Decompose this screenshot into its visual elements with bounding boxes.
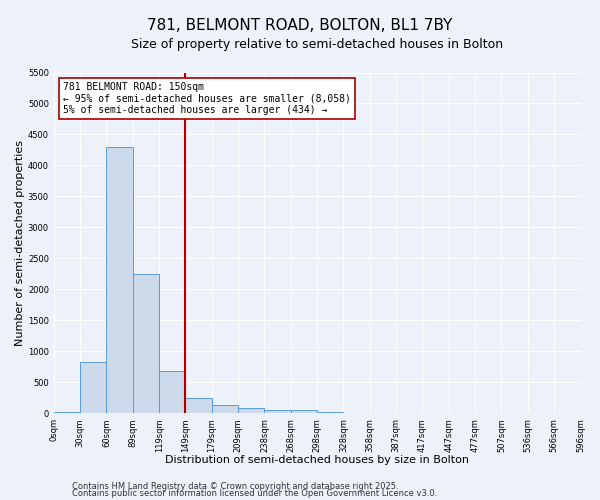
Bar	[317, 412, 343, 414]
X-axis label: Distribution of semi-detached houses by size in Bolton: Distribution of semi-detached houses by …	[165, 455, 469, 465]
Bar	[291, 410, 317, 414]
Title: Size of property relative to semi-detached houses in Bolton: Size of property relative to semi-detach…	[131, 38, 503, 51]
Bar	[185, 398, 212, 413]
Bar	[238, 408, 265, 414]
Text: 781 BELMONT ROAD: 150sqm
← 95% of semi-detached houses are smaller (8,058)
5% of: 781 BELMONT ROAD: 150sqm ← 95% of semi-d…	[63, 82, 351, 115]
Text: Contains HM Land Registry data © Crown copyright and database right 2025.: Contains HM Land Registry data © Crown c…	[72, 482, 398, 491]
Bar	[159, 371, 185, 414]
Bar	[106, 147, 133, 413]
Text: Contains public sector information licensed under the Open Government Licence v3: Contains public sector information licen…	[72, 489, 437, 498]
Bar	[212, 406, 238, 413]
Bar	[80, 362, 106, 414]
Text: 781, BELMONT ROAD, BOLTON, BL1 7BY: 781, BELMONT ROAD, BOLTON, BL1 7BY	[148, 18, 452, 32]
Bar	[54, 412, 80, 414]
Bar	[265, 410, 291, 414]
Y-axis label: Number of semi-detached properties: Number of semi-detached properties	[15, 140, 25, 346]
Bar	[133, 274, 159, 413]
